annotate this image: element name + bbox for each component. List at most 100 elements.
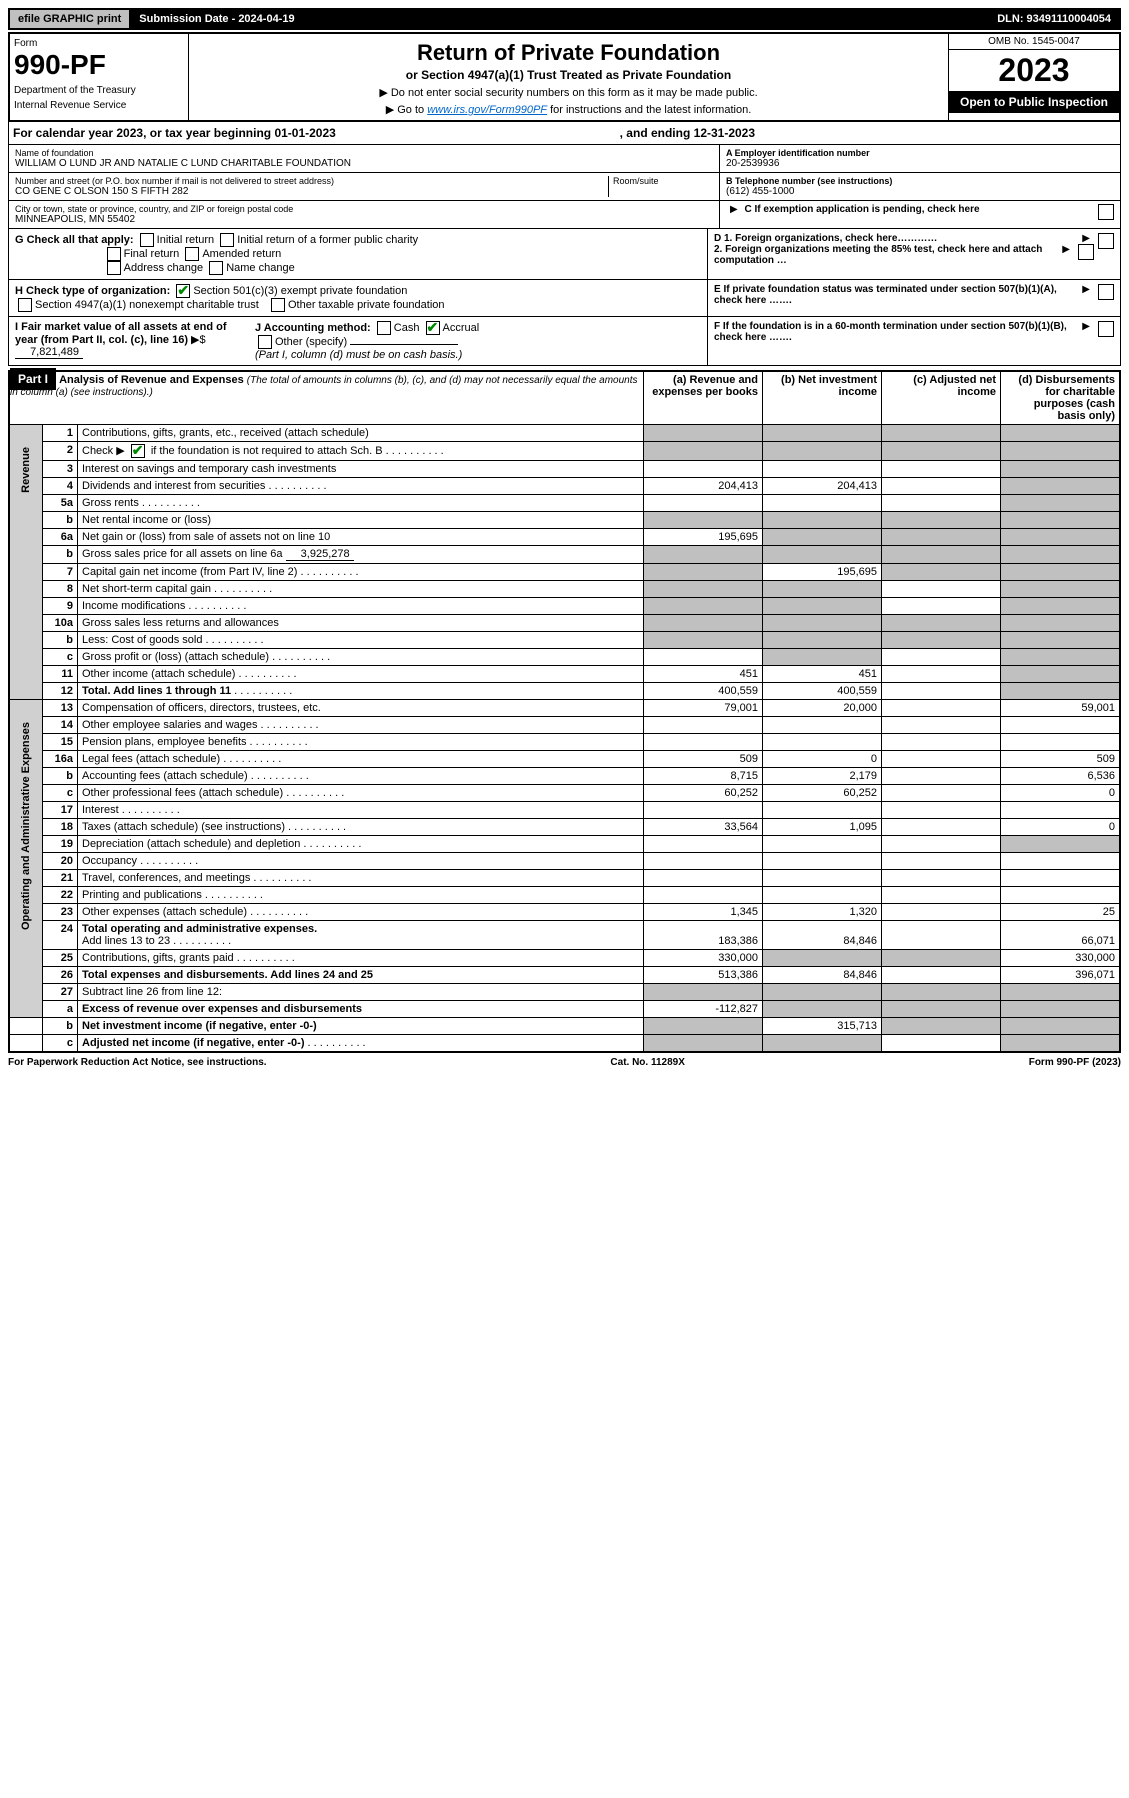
omb-number: OMB No. 1545-0047	[949, 34, 1119, 50]
form-title: Return of Private Foundation	[193, 40, 944, 66]
goto-pre: ▶ Go to	[386, 104, 427, 116]
line-26-desc: Total expenses and disbursements. Add li…	[78, 967, 644, 984]
cb-501c3[interactable]	[176, 284, 190, 298]
line-18-b: 1,095	[763, 819, 882, 836]
info-grid: Name of foundation WILLIAM O LUND JR AND…	[8, 145, 1121, 229]
line-25-a: 330,000	[644, 950, 763, 967]
exemption-label: C If exemption application is pending, c…	[744, 204, 979, 215]
ein-value: 20-2539936	[726, 158, 1114, 169]
line-26-d: 396,071	[1001, 967, 1121, 984]
line-16b-desc: Accounting fees (attach schedule)	[78, 768, 644, 785]
line-27c-desc: Adjusted net income (if negative, enter …	[78, 1035, 644, 1053]
line-num: 16a	[43, 751, 78, 768]
ssn-note: ▶ Do not enter social security numbers o…	[193, 86, 944, 99]
line-16c-a: 60,252	[644, 785, 763, 802]
line-16b-b: 2,179	[763, 768, 882, 785]
dln: DLN: 93491110004054	[989, 10, 1119, 28]
cb-name[interactable]	[209, 261, 223, 275]
e-label: E If private foundation status was termi…	[714, 284, 1057, 306]
j-label: J Accounting method:	[255, 322, 371, 334]
d2-checkbox[interactable]	[1078, 244, 1094, 260]
h-4947: Section 4947(a)(1) nonexempt charitable …	[35, 299, 259, 311]
goto-post: for instructions and the latest informat…	[550, 104, 751, 116]
line-num: 3	[43, 461, 78, 478]
line-13-b: 20,000	[763, 700, 882, 717]
line-14-desc: Other employee salaries and wages	[78, 717, 644, 734]
cb-other-tax[interactable]	[271, 298, 285, 312]
name-label: Name of foundation	[15, 148, 713, 158]
f-checkbox[interactable]	[1098, 321, 1114, 337]
form-ref: Form 990-PF (2023)	[1029, 1057, 1121, 1068]
line-num: 10a	[43, 615, 78, 632]
line-13-desc: Compensation of officers, directors, tru…	[78, 700, 644, 717]
line-num: 4	[43, 478, 78, 495]
header-right: OMB No. 1545-0047 2023 Open to Public In…	[948, 34, 1119, 120]
line-6b-desc: Gross sales price for all assets on line…	[78, 546, 644, 564]
cb-sch-b[interactable]	[131, 444, 145, 458]
line-25-desc: Contributions, gifts, grants paid	[78, 950, 644, 967]
line-22-desc: Printing and publications	[78, 887, 644, 904]
line-num: 19	[43, 836, 78, 853]
ein-label: A Employer identification number	[726, 148, 1114, 158]
irs-link[interactable]: www.irs.gov/Form990PF	[427, 104, 547, 116]
line-num: 22	[43, 887, 78, 904]
line-23-b: 1,320	[763, 904, 882, 921]
j-section: J Accounting method: Cash Accrual Other …	[245, 321, 701, 361]
tax-year: 2023	[949, 50, 1119, 91]
j-cash: Cash	[394, 322, 420, 334]
cb-initial[interactable]	[140, 233, 154, 247]
h-section: H Check type of organization: Section 50…	[9, 280, 707, 316]
col-a-header: (a) Revenue and expenses per books	[644, 371, 763, 425]
row-i-j-f: I Fair market value of all assets at end…	[8, 317, 1121, 366]
cb-cash[interactable]	[377, 321, 391, 335]
line-11-desc: Other income (attach schedule)	[78, 666, 644, 683]
line-1-desc: Contributions, gifts, grants, etc., rece…	[78, 425, 644, 442]
d1-label: D 1. Foreign organizations, check here………	[714, 233, 937, 244]
other-specify[interactable]	[350, 344, 458, 345]
line-20-desc: Occupancy	[78, 853, 644, 870]
part1-heading: Analysis of Revenue and Expenses	[59, 374, 244, 386]
line-16b-d: 6,536	[1001, 768, 1121, 785]
d1-checkbox[interactable]	[1098, 233, 1114, 249]
line-26-b: 84,846	[763, 967, 882, 984]
line-num: c	[43, 1035, 78, 1053]
line-num: 2	[43, 442, 78, 461]
cb-4947[interactable]	[18, 298, 32, 312]
e-checkbox[interactable]	[1098, 284, 1114, 300]
line-13-d: 59,001	[1001, 700, 1121, 717]
page-footer: For Paperwork Reduction Act Notice, see …	[8, 1057, 1121, 1068]
line-10c-desc: Gross profit or (loss) (attach schedule)	[78, 649, 644, 666]
h-501: Section 501(c)(3) exempt private foundat…	[193, 285, 407, 297]
line-num: 24	[43, 921, 78, 950]
phone-value: (612) 455-1000	[726, 186, 1114, 197]
cb-other[interactable]	[258, 335, 272, 349]
i-label: I Fair market value of all assets at end…	[15, 321, 227, 346]
line-num: 23	[43, 904, 78, 921]
g-name: Name change	[226, 262, 295, 274]
line-12-a: 400,559	[644, 683, 763, 700]
cb-accrual[interactable]	[426, 321, 440, 335]
cb-final[interactable]	[107, 247, 121, 261]
cb-address[interactable]	[107, 261, 121, 275]
cb-initial-pc[interactable]	[220, 233, 234, 247]
f-label: F If the foundation is in a 60-month ter…	[714, 321, 1067, 343]
line-num: 5a	[43, 495, 78, 512]
line-num: 20	[43, 853, 78, 870]
line-16c-desc: Other professional fees (attach schedule…	[78, 785, 644, 802]
line-10b-desc: Less: Cost of goods sold	[78, 632, 644, 649]
cb-amended[interactable]	[185, 247, 199, 261]
exemption-checkbox[interactable]	[1098, 204, 1114, 220]
line-12-b: 400,559	[763, 683, 882, 700]
line-10a-desc: Gross sales less returns and allowances	[78, 615, 644, 632]
line-num: b	[43, 512, 78, 529]
row-g-d: G Check all that apply: Initial return I…	[8, 229, 1121, 280]
line-8-desc: Net short-term capital gain	[78, 581, 644, 598]
line-16c-b: 60,252	[763, 785, 882, 802]
line-num: 6a	[43, 529, 78, 546]
line-4-b: 204,413	[763, 478, 882, 495]
g-label: G Check all that apply:	[15, 234, 134, 246]
line-16a-b: 0	[763, 751, 882, 768]
form-number: 990-PF	[14, 49, 184, 81]
line-7-b: 195,695	[763, 564, 882, 581]
efile-label[interactable]: efile GRAPHIC print	[10, 10, 131, 28]
